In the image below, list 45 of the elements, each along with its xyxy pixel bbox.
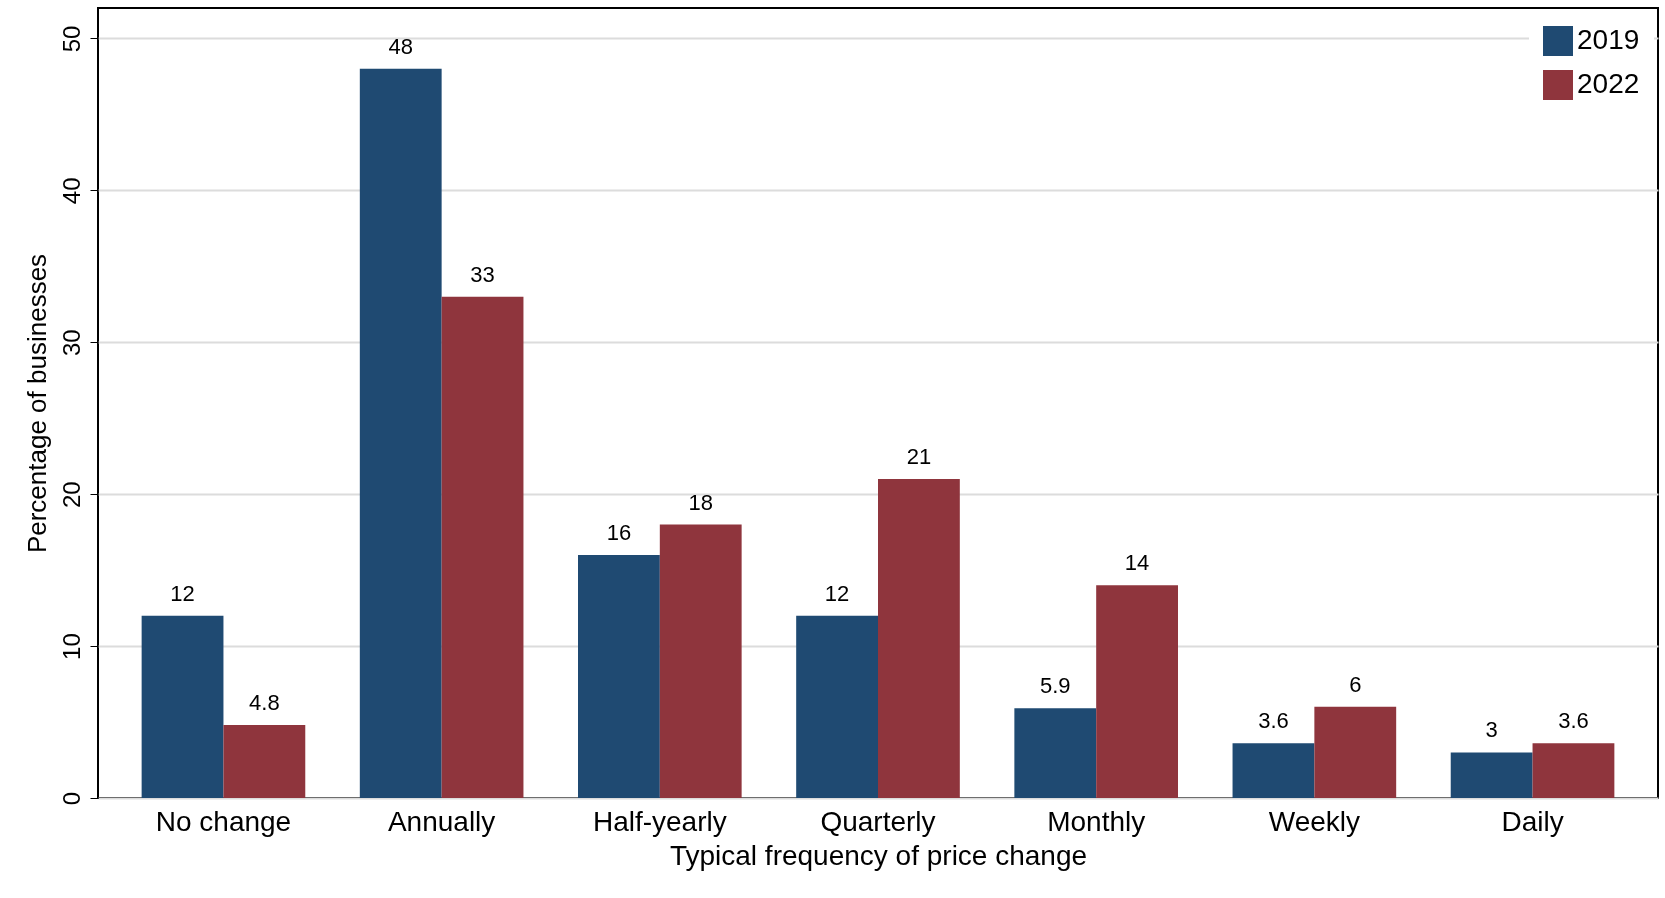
bar bbox=[1532, 743, 1615, 798]
y-tick-label: 10 bbox=[57, 633, 85, 660]
data-label: 5.9 bbox=[1039, 673, 1071, 699]
data-label: 14 bbox=[1124, 550, 1150, 576]
data-label: 18 bbox=[688, 489, 713, 515]
data-label: 12 bbox=[824, 580, 850, 606]
bar bbox=[141, 615, 224, 798]
data-label: 6 bbox=[1349, 671, 1362, 697]
data-label: 4.8 bbox=[249, 690, 280, 716]
data-label: 3.6 bbox=[1558, 708, 1589, 734]
x-tick-label: Annually bbox=[387, 805, 496, 837]
x-tick-label: No change bbox=[155, 805, 292, 837]
data-label: 21 bbox=[906, 443, 932, 469]
y-tick-label: 0 bbox=[57, 791, 85, 806]
data-label: 33 bbox=[470, 261, 495, 287]
bar bbox=[1450, 752, 1533, 798]
bar bbox=[359, 68, 442, 798]
x-tick-label: Weekly bbox=[1268, 805, 1361, 837]
x-tick-label: Monthly bbox=[1047, 805, 1146, 837]
y-tick-label: 20 bbox=[57, 481, 85, 509]
bar bbox=[441, 296, 524, 798]
bar bbox=[1096, 585, 1178, 798]
data-label: 3.6 bbox=[1258, 708, 1289, 734]
x-tick-label: Quarterly bbox=[820, 805, 936, 837]
data-label: 12 bbox=[170, 580, 195, 606]
x-tick-label: Daily bbox=[1501, 805, 1564, 837]
data-label: 3 bbox=[1485, 717, 1498, 743]
bar bbox=[1314, 706, 1397, 798]
bar bbox=[223, 725, 306, 798]
y-tick-label: 50 bbox=[57, 25, 85, 53]
bar bbox=[878, 478, 960, 798]
x-tick-label: Half-yearly bbox=[592, 805, 727, 837]
legend-label: 2019 bbox=[1577, 24, 1640, 55]
bar bbox=[796, 615, 878, 798]
data-label: 16 bbox=[606, 519, 632, 545]
legend-label: 2022 bbox=[1577, 68, 1640, 99]
bar bbox=[1014, 708, 1097, 798]
bar bbox=[659, 524, 742, 798]
bar bbox=[578, 554, 660, 798]
bar bbox=[1232, 743, 1315, 798]
x-axis-title: Typical frequency of price change bbox=[669, 839, 1088, 871]
y-tick-label: 30 bbox=[57, 329, 85, 357]
y-axis-title: Percentage of businesses bbox=[21, 253, 52, 554]
y-tick-label: 40 bbox=[57, 177, 85, 205]
data-label: 48 bbox=[388, 33, 413, 59]
